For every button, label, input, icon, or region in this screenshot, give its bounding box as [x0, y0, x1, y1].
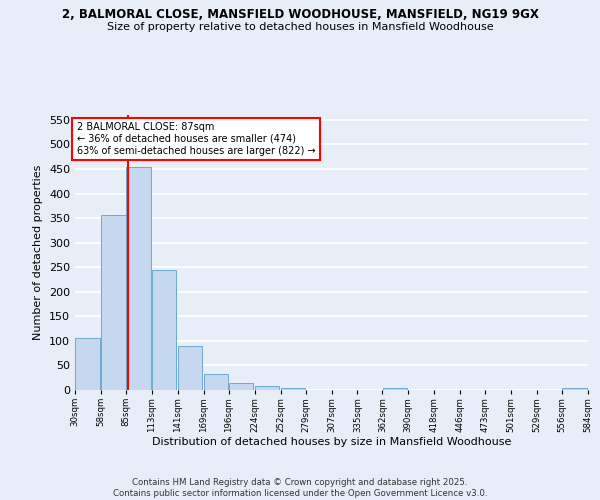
- Bar: [229, 382, 253, 390]
- Bar: [204, 374, 229, 390]
- Text: Size of property relative to detached houses in Mansfield Woodhouse: Size of property relative to detached ho…: [107, 22, 493, 32]
- Bar: [76, 338, 100, 390]
- Bar: [101, 215, 125, 390]
- Text: 2, BALMORAL CLOSE, MANSFIELD WOODHOUSE, MANSFIELD, NG19 9GX: 2, BALMORAL CLOSE, MANSFIELD WOODHOUSE, …: [62, 8, 538, 20]
- Bar: [281, 388, 305, 390]
- Bar: [152, 270, 176, 390]
- Text: 2 BALMORAL CLOSE: 87sqm
← 36% of detached houses are smaller (474)
63% of semi-d: 2 BALMORAL CLOSE: 87sqm ← 36% of detache…: [77, 122, 316, 156]
- X-axis label: Distribution of detached houses by size in Mansfield Woodhouse: Distribution of detached houses by size …: [152, 438, 511, 448]
- Text: Contains HM Land Registry data © Crown copyright and database right 2025.
Contai: Contains HM Land Registry data © Crown c…: [113, 478, 487, 498]
- Bar: [178, 346, 202, 390]
- Bar: [562, 388, 587, 390]
- Bar: [127, 166, 151, 390]
- Bar: [383, 388, 407, 390]
- Bar: [255, 386, 279, 390]
- Y-axis label: Number of detached properties: Number of detached properties: [34, 165, 43, 340]
